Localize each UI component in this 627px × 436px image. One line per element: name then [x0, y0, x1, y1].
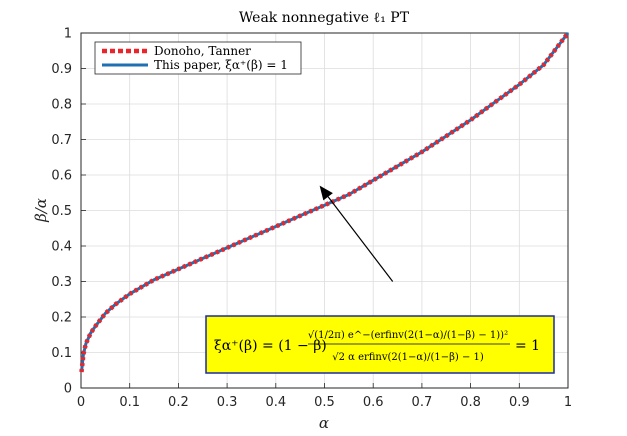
y-tick-label: 0.6 [51, 169, 72, 184]
legend: Donoho, Tanner This paper, ξα⁺(β) = 1 [94, 41, 302, 75]
y-tick-label: 0.3 [51, 275, 72, 290]
x-tick-label: 0.3 [217, 395, 238, 410]
equation-rhs: = 1 [515, 338, 540, 354]
y-axis-label: β/α [32, 198, 50, 223]
y-tick-label: 1 [64, 27, 72, 42]
y-tick-label: 0.2 [51, 311, 72, 326]
x-tick-label: 0.6 [363, 395, 384, 410]
x-tick-label: 0.1 [119, 395, 140, 410]
chart-title: Weak nonnegative ℓ₁ PT [239, 10, 410, 26]
y-axis-ticks: 0 0.1 0.2 0.3 0.4 0.5 0.6 0.7 0.8 0.9 1 [51, 27, 86, 397]
y-tick-label: 0.7 [51, 133, 72, 148]
x-tick-label: 0.5 [314, 395, 335, 410]
equation-lhs: ξα⁺(β) = (1 − β) [214, 338, 327, 354]
series-line-donoho-tanner [79, 31, 570, 373]
legend-box [94, 41, 302, 75]
y-tick-label: 0.4 [51, 240, 72, 255]
legend-label-donoho-tanner: Donoho, Tanner [154, 44, 251, 58]
equation-box [205, 315, 555, 374]
x-axis-label: α [319, 414, 329, 432]
y-tick-label: 0.1 [51, 346, 72, 361]
legend-label-this-paper: This paper, ξα⁺(β) = 1 [154, 58, 288, 72]
series-layer [79, 31, 570, 373]
equation-denominator: √2 α erfinv(2(1−α)/(1−β) − 1) [332, 352, 484, 363]
x-tick-label: 0.4 [265, 395, 286, 410]
equation-annotation: ξα⁺(β) = (1 − β) √(1/2π) e^−(erfinv(2(1−… [205, 185, 555, 374]
y-tick-label: 0 [64, 382, 72, 397]
y-tick-label: 0.5 [51, 204, 72, 219]
x-tick-label: 0.7 [412, 395, 433, 410]
x-tick-label: 0.2 [168, 395, 189, 410]
x-axis-ticks: 0 0.1 0.2 0.3 0.4 0.5 0.6 0.7 0.8 0.9 1 [77, 383, 572, 410]
y-tick-label: 0.8 [51, 98, 72, 113]
equation-numerator: √(1/2π) e^−(erfinv(2(1−α)/(1−β) − 1))² [308, 330, 508, 341]
x-tick-label: 0.9 [509, 395, 530, 410]
annotation-arrowhead [319, 185, 333, 201]
annotation-arrow [327, 196, 394, 282]
x-tick-label: 0.8 [460, 395, 481, 410]
x-tick-label: 1 [564, 395, 572, 410]
y-tick-label: 0.9 [51, 62, 72, 77]
x-tick-label: 0 [77, 395, 85, 410]
